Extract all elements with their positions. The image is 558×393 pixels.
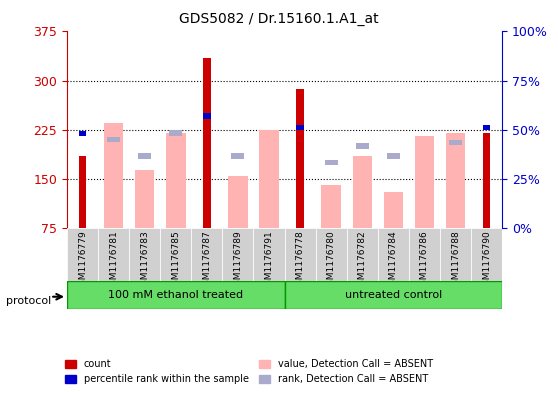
Bar bbox=[203, 58, 211, 228]
Bar bbox=[316, 228, 347, 281]
Text: GSM1176778: GSM1176778 bbox=[296, 231, 305, 291]
Text: GSM1176783: GSM1176783 bbox=[140, 231, 149, 291]
Bar bbox=[67, 281, 285, 309]
Bar bbox=[79, 156, 86, 228]
Text: GSM1176788: GSM1176788 bbox=[451, 231, 460, 291]
Text: GSM1176785: GSM1176785 bbox=[171, 231, 180, 291]
Bar bbox=[378, 228, 409, 281]
Text: GSM1176790: GSM1176790 bbox=[482, 231, 491, 291]
Bar bbox=[387, 153, 400, 158]
Bar bbox=[483, 125, 490, 130]
Bar bbox=[107, 137, 120, 142]
Bar bbox=[79, 131, 86, 136]
Bar bbox=[228, 176, 248, 228]
Bar bbox=[160, 228, 191, 281]
Bar bbox=[169, 130, 182, 136]
Bar bbox=[449, 140, 462, 145]
Bar bbox=[285, 228, 316, 281]
Text: GSM1176786: GSM1176786 bbox=[420, 231, 429, 291]
Bar bbox=[296, 125, 304, 130]
Bar bbox=[383, 192, 403, 228]
Bar bbox=[353, 156, 372, 228]
Bar bbox=[67, 228, 98, 281]
Bar bbox=[223, 228, 253, 281]
Text: GSM1176784: GSM1176784 bbox=[389, 231, 398, 291]
Bar bbox=[253, 228, 285, 281]
Bar bbox=[232, 153, 244, 158]
Bar bbox=[129, 228, 160, 281]
Text: GSM1176779: GSM1176779 bbox=[78, 231, 87, 291]
Text: GSM1176780: GSM1176780 bbox=[327, 231, 336, 291]
Bar bbox=[446, 133, 465, 228]
Bar bbox=[296, 89, 304, 228]
Bar bbox=[321, 185, 341, 228]
Bar bbox=[98, 228, 129, 281]
Bar bbox=[483, 133, 490, 228]
Text: GSM1176791: GSM1176791 bbox=[264, 231, 273, 291]
Bar bbox=[138, 153, 151, 158]
Bar bbox=[166, 133, 186, 228]
Text: GDS5082 / Dr.15160.1.A1_at: GDS5082 / Dr.15160.1.A1_at bbox=[179, 12, 379, 26]
Bar bbox=[325, 160, 338, 165]
Bar bbox=[409, 228, 440, 281]
Text: GSM1176781: GSM1176781 bbox=[109, 231, 118, 291]
Bar bbox=[104, 123, 123, 228]
Bar bbox=[191, 228, 223, 281]
Bar bbox=[471, 228, 502, 281]
Bar bbox=[135, 170, 155, 228]
Bar bbox=[285, 281, 502, 309]
Text: protocol: protocol bbox=[6, 296, 51, 306]
Bar bbox=[203, 113, 211, 119]
Text: GSM1176789: GSM1176789 bbox=[233, 231, 242, 291]
Text: untreated control: untreated control bbox=[345, 290, 442, 300]
Bar bbox=[440, 228, 471, 281]
Bar bbox=[259, 130, 279, 228]
Bar bbox=[415, 136, 434, 228]
Text: GSM1176787: GSM1176787 bbox=[203, 231, 211, 291]
Bar bbox=[356, 143, 369, 149]
Bar bbox=[347, 228, 378, 281]
Text: 100 mM ethanol treated: 100 mM ethanol treated bbox=[108, 290, 243, 300]
Legend: count, percentile rank within the sample, value, Detection Call = ABSENT, rank, : count, percentile rank within the sample… bbox=[61, 356, 437, 388]
Text: GSM1176782: GSM1176782 bbox=[358, 231, 367, 291]
